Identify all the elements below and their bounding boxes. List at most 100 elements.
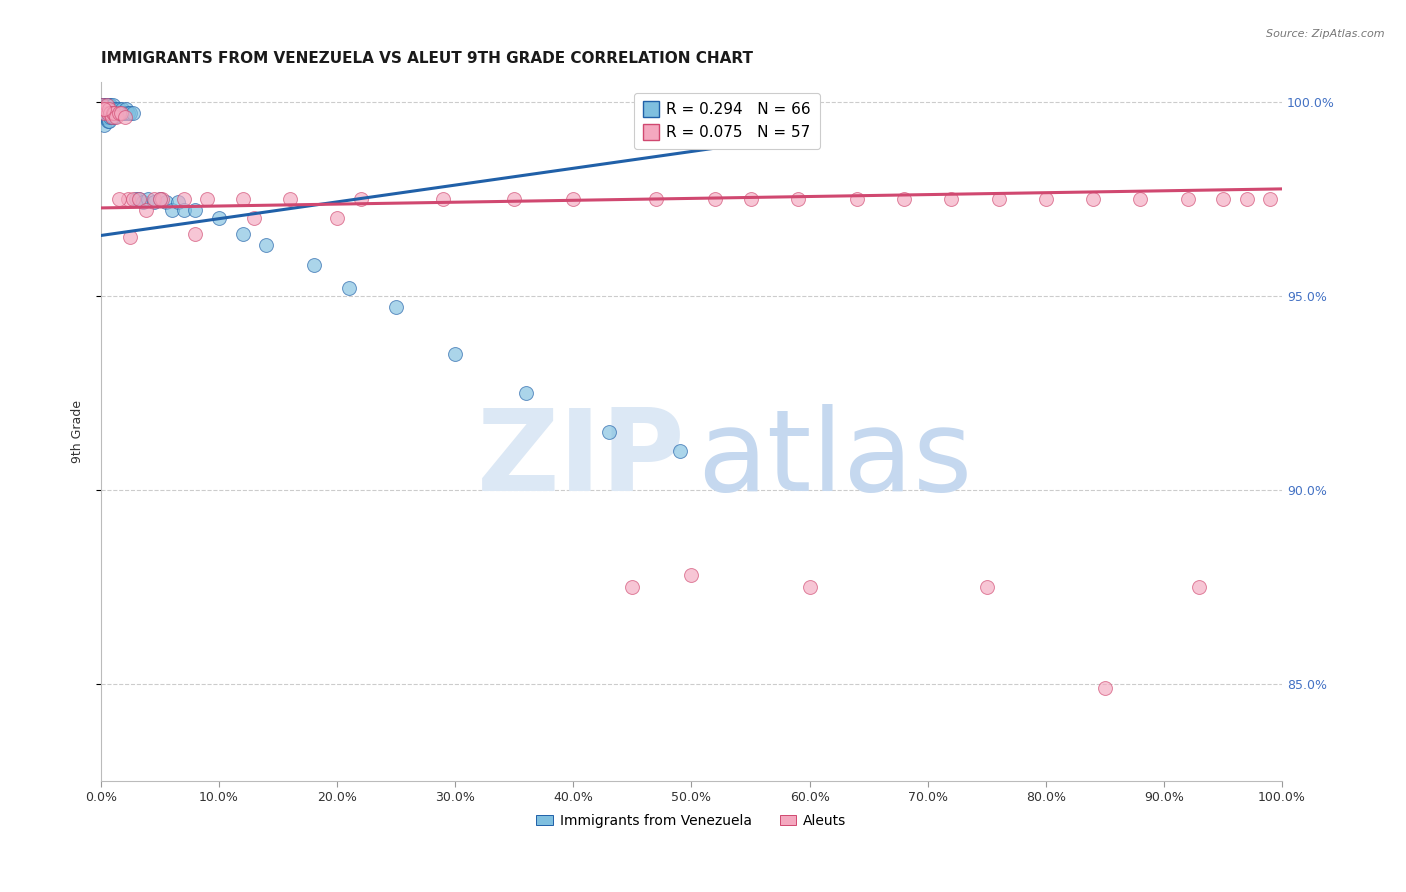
Y-axis label: 9th Grade: 9th Grade	[72, 400, 84, 463]
Point	[195, 192, 218, 206]
Point	[103, 103, 125, 117]
Point	[98, 114, 121, 128]
Point	[110, 106, 132, 120]
Point	[107, 192, 129, 206]
Point	[98, 103, 121, 117]
Point	[173, 192, 195, 206]
Point	[143, 195, 166, 210]
Point	[104, 106, 127, 120]
Point	[121, 106, 143, 120]
Point	[103, 110, 125, 124]
Point	[173, 203, 195, 218]
Legend: Immigrants from Venezuela, Aleuts: Immigrants from Venezuela, Aleuts	[531, 808, 852, 833]
Point	[668, 444, 690, 458]
Point	[100, 110, 122, 124]
Point	[98, 98, 121, 112]
Point	[799, 580, 821, 594]
Point	[149, 192, 172, 206]
Point	[96, 103, 118, 117]
Text: atlas: atlas	[697, 404, 973, 515]
Point	[97, 106, 120, 120]
Point	[704, 192, 727, 206]
Point	[117, 192, 139, 206]
Point	[132, 195, 155, 210]
Point	[136, 192, 159, 206]
Point	[128, 192, 150, 206]
Point	[681, 568, 703, 582]
Point	[97, 114, 120, 128]
Point	[598, 425, 620, 439]
Point	[1236, 192, 1258, 206]
Text: ZIP: ZIP	[477, 404, 686, 515]
Point	[91, 103, 114, 117]
Point	[120, 230, 142, 244]
Point	[128, 192, 150, 206]
Point	[108, 106, 131, 120]
Point	[350, 192, 373, 206]
Point	[114, 103, 136, 117]
Point	[114, 110, 136, 124]
Point	[1129, 192, 1152, 206]
Point	[135, 203, 157, 218]
Point	[94, 110, 117, 124]
Point	[149, 192, 172, 206]
Point	[337, 281, 360, 295]
Point	[1212, 192, 1234, 206]
Point	[111, 103, 134, 117]
Point	[94, 103, 117, 117]
Point	[645, 192, 668, 206]
Text: Source: ZipAtlas.com: Source: ZipAtlas.com	[1267, 29, 1385, 38]
Point	[1188, 580, 1211, 594]
Point	[97, 103, 120, 117]
Point	[101, 98, 124, 112]
Point	[941, 192, 963, 206]
Point	[302, 258, 325, 272]
Point	[232, 192, 254, 206]
Point	[107, 103, 129, 117]
Point	[155, 195, 177, 210]
Point	[125, 192, 148, 206]
Point	[98, 110, 121, 124]
Point	[150, 192, 173, 206]
Point	[254, 238, 277, 252]
Point	[278, 192, 301, 206]
Point	[93, 103, 115, 117]
Point	[987, 192, 1010, 206]
Point	[98, 106, 121, 120]
Point	[93, 118, 115, 132]
Point	[893, 192, 915, 206]
Point	[740, 192, 762, 206]
Point	[114, 106, 136, 120]
Point	[326, 211, 349, 225]
Point	[96, 98, 118, 112]
Point	[1258, 192, 1281, 206]
Point	[100, 110, 122, 124]
Point	[117, 106, 139, 120]
Point	[103, 106, 125, 120]
Point	[91, 110, 114, 124]
Point	[243, 211, 266, 225]
Text: IMMIGRANTS FROM VENEZUELA VS ALEUT 9TH GRADE CORRELATION CHART: IMMIGRANTS FROM VENEZUELA VS ALEUT 9TH G…	[101, 51, 752, 66]
Point	[120, 106, 142, 120]
Point	[96, 110, 118, 124]
Point	[166, 195, 188, 210]
Point	[121, 192, 143, 206]
Point	[432, 192, 454, 206]
Point	[105, 103, 128, 117]
Point	[96, 98, 118, 112]
Point	[91, 106, 114, 120]
Point	[100, 103, 122, 117]
Point	[97, 106, 120, 120]
Point	[101, 106, 124, 120]
Point	[107, 106, 129, 120]
Point	[184, 203, 207, 218]
Point	[98, 103, 121, 117]
Point	[91, 103, 114, 117]
Point	[93, 98, 115, 112]
Point	[143, 192, 166, 206]
Point	[94, 103, 117, 117]
Point	[101, 106, 124, 120]
Point	[107, 106, 129, 120]
Point	[98, 103, 121, 117]
Point	[976, 580, 998, 594]
